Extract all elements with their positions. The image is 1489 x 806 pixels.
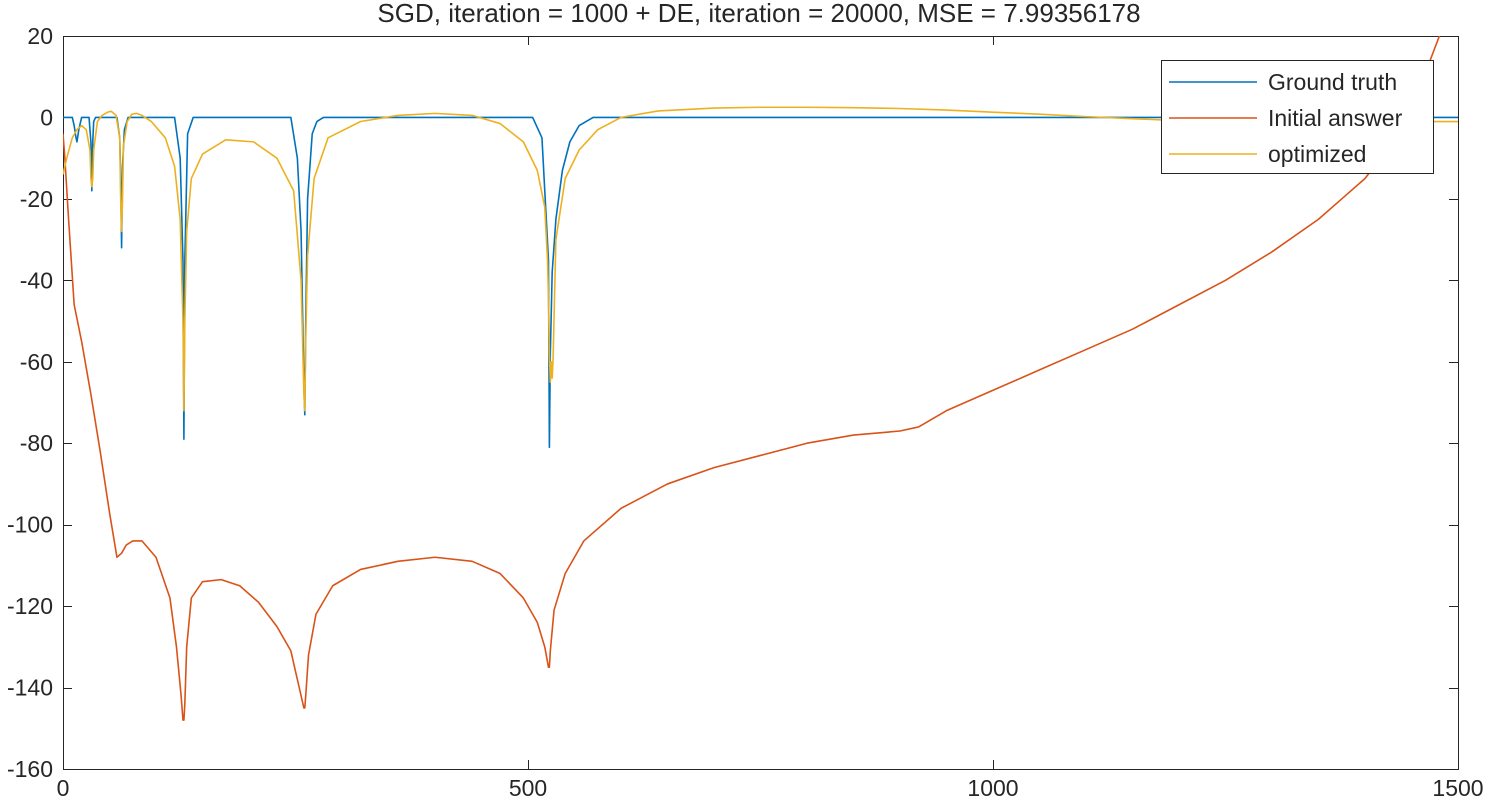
y-tick-label: -140 bbox=[7, 675, 53, 701]
x-tick-label: 0 bbox=[57, 775, 70, 801]
legend-label: optimized bbox=[1268, 141, 1366, 167]
legend: Ground truth Initial answer optimized bbox=[1161, 60, 1434, 174]
legend-label: Ground truth bbox=[1268, 69, 1397, 95]
y-tick-label: -40 bbox=[20, 267, 53, 293]
x-tick-label: 1500 bbox=[1432, 775, 1483, 801]
y-tick-label: 20 bbox=[27, 23, 53, 49]
y-tick-label: -160 bbox=[7, 756, 53, 782]
y-tick-label: -60 bbox=[20, 349, 53, 375]
series-line-initial-answer bbox=[63, 36, 1441, 721]
legend-label: Initial answer bbox=[1268, 105, 1403, 131]
y-tick-label: -100 bbox=[7, 512, 53, 538]
y-tick-label: -120 bbox=[7, 593, 53, 619]
axis-ticks: 0 500 1000 1500 -160 -140 -120 -100 -80 -60 -40 -20… bbox=[7, 23, 1484, 801]
x-tick-label: 1000 bbox=[967, 775, 1018, 801]
series-line-optimized bbox=[63, 106, 1458, 412]
y-tick-label: -80 bbox=[20, 430, 53, 456]
series-lines bbox=[63, 36, 1458, 721]
chart-title: SGD, iteration = 1000 + DE, iteration = … bbox=[377, 0, 1140, 28]
y-tick-label: 0 bbox=[40, 104, 53, 130]
y-tick-label: -20 bbox=[20, 186, 53, 212]
x-tick-label: 500 bbox=[509, 775, 547, 801]
